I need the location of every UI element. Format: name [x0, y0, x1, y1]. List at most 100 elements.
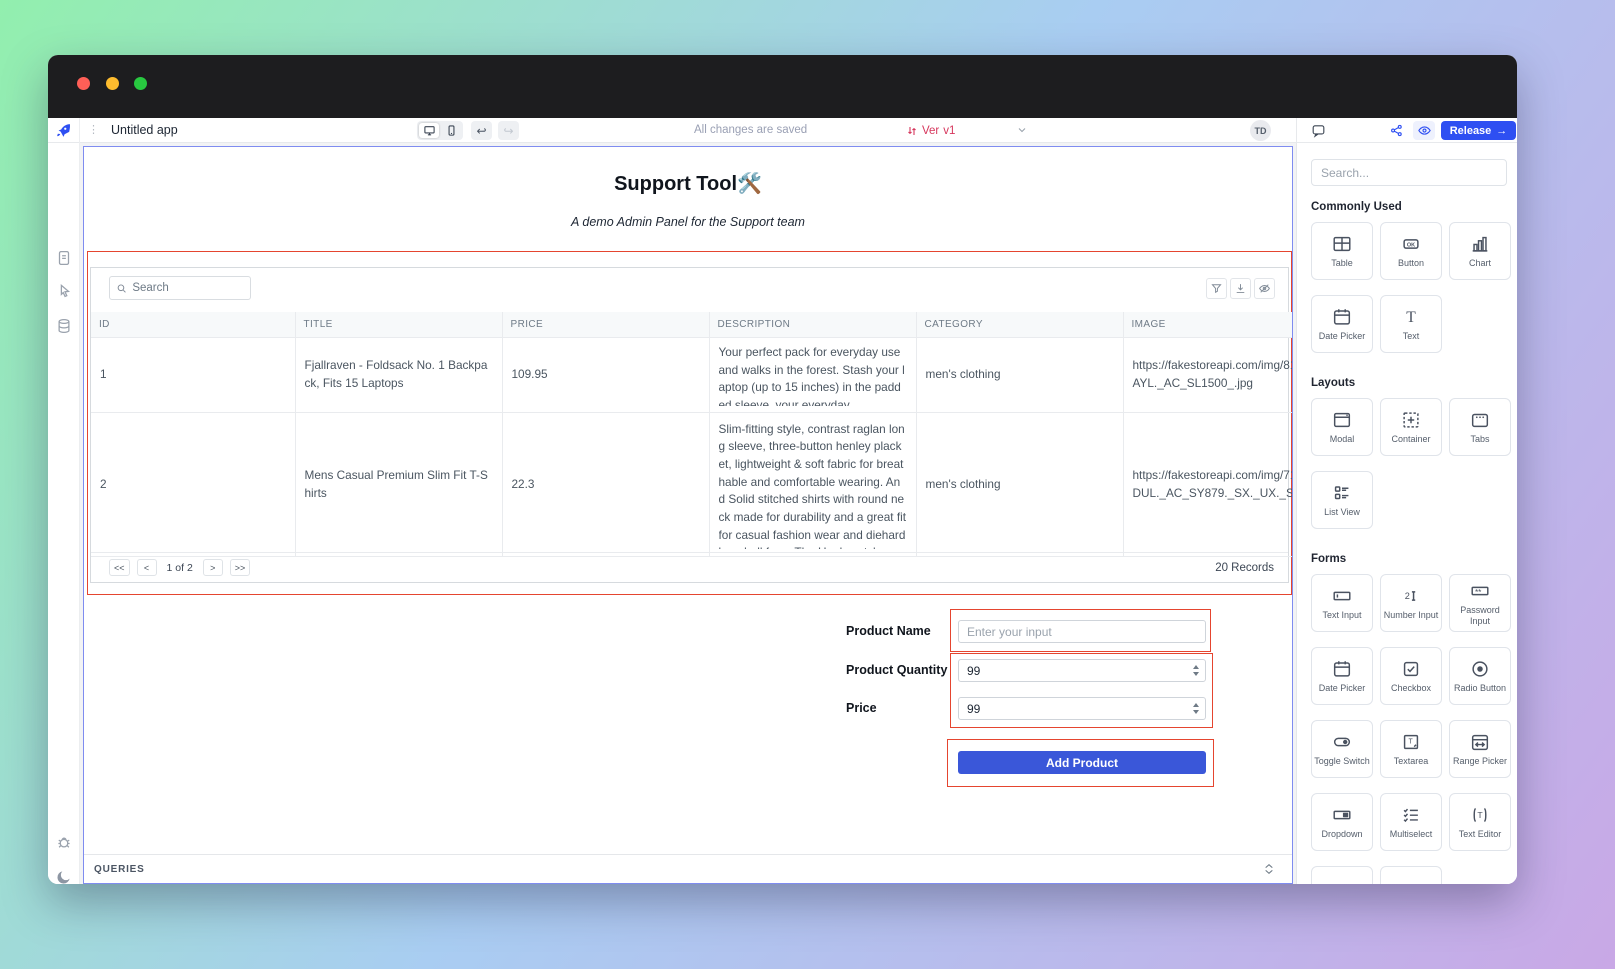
widget-card-list-view[interactable]: List View: [1311, 471, 1373, 529]
product-name-label: Product Name: [846, 624, 931, 638]
price-input[interactable]: [958, 697, 1206, 720]
widget-card-container[interactable]: Container: [1380, 398, 1442, 456]
widget-card-button[interactable]: OK Button: [1380, 222, 1442, 280]
column-header-id[interactable]: ID: [91, 312, 296, 338]
version-chevron-down-icon[interactable]: [1016, 124, 1028, 136]
widget-card-modal[interactable]: Modal: [1311, 398, 1373, 456]
column-header-price[interactable]: PRICE: [502, 312, 710, 338]
pages-button[interactable]: [55, 249, 73, 267]
last-page-button[interactable]: >>: [229, 559, 251, 576]
select-tool-button[interactable]: [55, 282, 73, 300]
widget-card-rating[interactable]: [1311, 866, 1373, 884]
collapse-expand-icon[interactable]: [1264, 863, 1274, 875]
table-row[interactable]: 1 Fjallraven - Foldsack No. 1 Backpack, …: [91, 337, 1292, 413]
redo-button[interactable]: ↪: [498, 121, 519, 140]
section-title-layouts: Layouts: [1311, 377, 1356, 389]
widget-card-text-editor[interactable]: T Text Editor: [1449, 793, 1511, 851]
desktop-view-button[interactable]: [419, 123, 439, 138]
debug-button[interactable]: [55, 833, 73, 851]
widget-card-multiselect[interactable]: Multiselect: [1380, 793, 1442, 851]
comments-button[interactable]: [1307, 121, 1329, 140]
share-icon: [1390, 124, 1402, 137]
theme-toggle-button[interactable]: [55, 868, 73, 884]
range-picker-icon: [1469, 731, 1491, 753]
svg-text:T: T: [1408, 739, 1413, 746]
widget-card-checkbox[interactable]: Checkbox: [1380, 647, 1442, 705]
column-visibility-button[interactable]: [1254, 278, 1275, 299]
app-menu-dots[interactable]: ⋮: [88, 124, 100, 136]
next-page-button[interactable]: >: [202, 559, 223, 576]
close-window-button[interactable]: [77, 77, 90, 90]
widget-card-textarea[interactable]: T Textarea: [1380, 720, 1442, 778]
product-quantity-input[interactable]: [958, 659, 1206, 682]
widget-card-chart[interactable]: Chart: [1449, 222, 1511, 280]
app-title: Untitled app: [111, 123, 178, 137]
table-icon: [1331, 233, 1353, 255]
products-table-grid: ID TITLE PRICE DESCRIPTION CATEGORY IMAG…: [91, 312, 1292, 557]
widget-card-dropdown[interactable]: Dropdown: [1311, 793, 1373, 851]
version-value: v1: [943, 124, 956, 137]
download-button[interactable]: [1230, 278, 1251, 299]
list-view-icon: [1331, 482, 1353, 504]
date-picker-icon: [1331, 306, 1353, 328]
widget-card-table[interactable]: Table: [1311, 222, 1373, 280]
multiselect-icon: [1400, 804, 1422, 826]
widget-card-password-input[interactable]: ** Password Input: [1449, 574, 1511, 632]
chart-icon: [1469, 233, 1491, 255]
add-product-button[interactable]: Add Product: [958, 751, 1206, 774]
number-input-icon: 2: [1400, 585, 1422, 607]
button-selection: [947, 739, 1214, 787]
name-input-selection: [950, 609, 1211, 652]
column-header-description[interactable]: DESCRIPTION: [709, 312, 917, 338]
version-control[interactable]: Ver v1: [906, 118, 955, 143]
file-upload-icon: [1400, 883, 1422, 885]
mobile-view-button[interactable]: [441, 123, 461, 138]
queries-bar[interactable]: QUERIES: [84, 854, 1292, 883]
download-icon: [1236, 284, 1245, 294]
cell-price: 22.3: [502, 412, 710, 557]
cursor-icon: [60, 284, 71, 298]
table-search-input[interactable]: [132, 282, 244, 294]
app-logo[interactable]: [48, 118, 80, 143]
minimize-window-button[interactable]: [106, 77, 119, 90]
widget-card-tabs[interactable]: Tabs: [1449, 398, 1511, 456]
column-header-title[interactable]: TITLE: [295, 312, 503, 338]
release-button[interactable]: Release →: [1441, 121, 1516, 140]
column-header-image[interactable]: IMAGE: [1123, 312, 1292, 338]
table-row[interactable]: 2 Mens Casual Premium Slim Fit T-Shirts …: [91, 412, 1292, 557]
filter-button[interactable]: [1206, 278, 1227, 299]
tabs-icon: [1469, 409, 1491, 431]
undo-button[interactable]: ↩: [471, 121, 492, 140]
prev-page-button[interactable]: <: [136, 559, 157, 576]
quantity-stepper[interactable]: [1190, 660, 1202, 681]
widget-card-number-input[interactable]: 2 Number Input: [1380, 574, 1442, 632]
widget-card-file-picker[interactable]: [1380, 866, 1442, 884]
widget-search-input[interactable]: [1311, 159, 1507, 186]
widget-card-radio-button[interactable]: Radio Button: [1449, 647, 1511, 705]
svg-text:T: T: [1406, 309, 1416, 326]
radio-button-icon: [1469, 658, 1491, 680]
column-header-category[interactable]: CATEGORY: [916, 312, 1124, 338]
first-page-button[interactable]: <<: [109, 559, 130, 576]
filter-icon: [1211, 284, 1222, 294]
release-arrow-icon: →: [1496, 124, 1508, 137]
cell-id: 1: [91, 337, 296, 413]
widget-card-text[interactable]: T Text: [1380, 295, 1442, 353]
widget-card-toggle-switch[interactable]: Toggle Switch: [1311, 720, 1373, 778]
product-name-input[interactable]: [958, 620, 1206, 643]
widget-card-range-picker[interactable]: Range Picker: [1449, 720, 1511, 778]
maximize-window-button[interactable]: [134, 77, 147, 90]
user-avatar[interactable]: TD: [1250, 120, 1271, 141]
widget-card-date-picker[interactable]: Date Picker: [1311, 295, 1373, 353]
share-button[interactable]: [1385, 121, 1407, 140]
widget-panel: Commonly Used Table OK Button Chart Date…: [1296, 143, 1517, 884]
preview-button[interactable]: [1413, 121, 1435, 140]
widget-card-date-picker-2[interactable]: Date Picker: [1311, 647, 1373, 705]
table-widget-selection: ID TITLE PRICE DESCRIPTION CATEGORY IMAG…: [87, 251, 1292, 595]
bug-icon: [58, 837, 70, 848]
cell-category: men's clothing: [916, 337, 1124, 413]
price-stepper[interactable]: [1190, 698, 1202, 719]
widget-card-text-input[interactable]: Text Input: [1311, 574, 1373, 632]
svg-text:T: T: [1477, 811, 1483, 821]
datasources-button[interactable]: [55, 317, 73, 335]
